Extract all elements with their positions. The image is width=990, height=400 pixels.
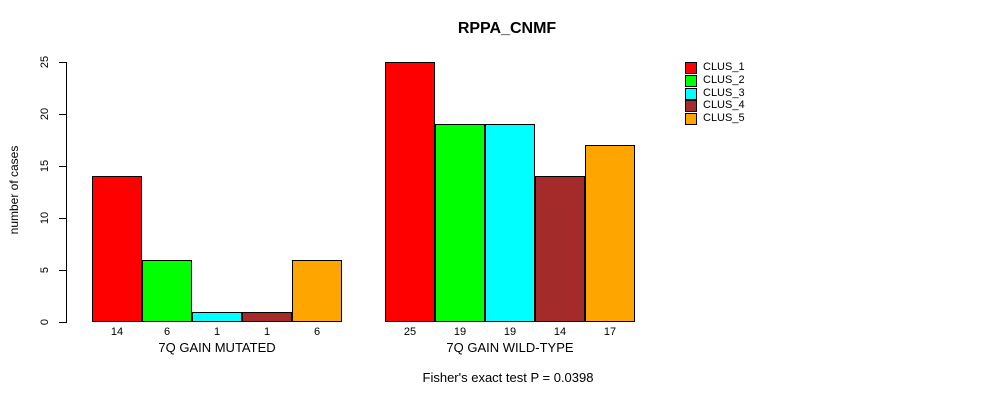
y-axis-line xyxy=(66,62,67,323)
y-axis-tick xyxy=(59,114,66,115)
bar-value-label: 6 xyxy=(313,326,321,338)
bar-clus_2-group1 xyxy=(142,259,192,322)
bar-value-label: 19 xyxy=(453,326,467,338)
stat-annotation: Fisher's exact test P = 0.0398 xyxy=(422,370,594,385)
y-axis-tick xyxy=(59,270,66,271)
bar-clus_5-group2 xyxy=(585,145,635,322)
bar-clus_1-group1 xyxy=(92,176,142,322)
y-axis-tick xyxy=(59,62,66,63)
legend-label: CLUS_1 xyxy=(703,61,745,73)
bar-value-label: 14 xyxy=(553,326,567,338)
chart-title: RPPA_CNMF xyxy=(457,20,557,37)
bar-clus_4-group2 xyxy=(535,176,585,322)
y-axis-tick xyxy=(59,322,66,323)
bar-clus_3-group2 xyxy=(485,124,535,322)
y-axis-label: number of cases xyxy=(7,145,21,235)
bar-clus_3-group1 xyxy=(192,311,242,322)
bar-clus_2-group2 xyxy=(435,124,485,322)
bar-value-label: 19 xyxy=(503,326,517,338)
y-axis-tick-label: 10 xyxy=(39,211,51,225)
y-axis-tick-label: 25 xyxy=(39,55,51,69)
legend-swatch-clus_4 xyxy=(685,100,697,113)
y-axis-tick xyxy=(59,218,66,219)
y-axis-tick-label: 20 xyxy=(39,107,51,121)
bar-value-label: 25 xyxy=(403,326,417,338)
bar-value-label: 6 xyxy=(163,326,171,338)
legend-label: CLUS_5 xyxy=(703,112,745,125)
bar-clus_1-group2 xyxy=(385,62,435,322)
bar-clus_4-group1 xyxy=(242,311,292,322)
y-axis-tick-label: 15 xyxy=(39,159,51,173)
y-axis-tick-label: 0 xyxy=(39,318,51,326)
bar-value-label: 17 xyxy=(603,326,617,338)
bar-value-label: 14 xyxy=(110,326,124,338)
bar-clus_5-group1 xyxy=(292,259,342,322)
legend-label: CLUS_3 xyxy=(703,86,745,99)
y-axis-tick-label: 5 xyxy=(39,266,51,274)
legend-label: CLUS_2 xyxy=(703,73,745,86)
y-axis-tick xyxy=(59,166,66,167)
legend-label: CLUS_4 xyxy=(703,99,745,112)
legend-swatch-clus_3 xyxy=(685,87,697,100)
bar-value-label: 1 xyxy=(263,326,271,338)
bar-value-label: 1 xyxy=(213,326,221,338)
legend-swatch-clus_2 xyxy=(685,74,697,87)
x-axis-group-label: 7Q GAIN WILD-TYPE xyxy=(446,340,574,355)
legend-swatch-clus_5 xyxy=(685,113,697,126)
legend-swatch-clus_1 xyxy=(685,62,697,74)
x-axis-group-label: 7Q GAIN MUTATED xyxy=(158,340,276,355)
